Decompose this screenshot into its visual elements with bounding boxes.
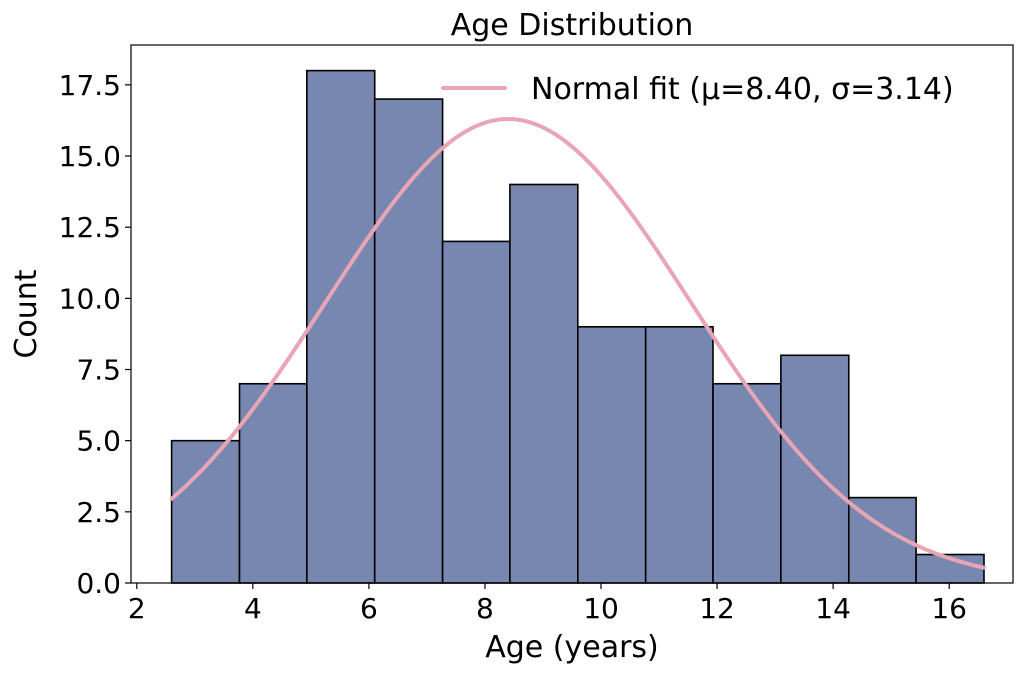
histogram-bars	[170, 69, 985, 584]
histogram-bar	[644, 326, 714, 584]
y-tick-label: 2.5	[76, 496, 121, 529]
x-tick-label: 10	[583, 592, 619, 625]
x-tick-label: 4	[244, 592, 262, 625]
x-tick-label: 14	[815, 592, 851, 625]
legend: Normal fit (μ=8.40, σ=3.14)	[441, 72, 954, 107]
chart-title: Age Distribution	[451, 8, 694, 43]
x-axis-label: Age (years)	[485, 630, 659, 665]
x-axis-ticks: 2 4 6 8 10 12 14 16	[128, 583, 967, 625]
histogram-bar	[170, 439, 241, 584]
y-tick-label: 15.0	[59, 140, 121, 173]
y-tick-label: 5.0	[76, 425, 121, 458]
x-tick-label: 2	[128, 592, 146, 625]
legend-fit-label: Normal fit (μ=8.40, σ=3.14)	[531, 72, 954, 107]
histogram-bar	[576, 326, 647, 584]
plot-area-frame	[130, 44, 1014, 584]
y-axis-ticks: 0.0 2.5 5.0 7.5 10.0 12.5 15.0 17.5	[59, 69, 131, 600]
x-tick-label: 6	[360, 592, 378, 625]
x-tick-label: 16	[931, 592, 967, 625]
histogram-bar	[441, 240, 511, 584]
x-tick-label: 8	[476, 592, 494, 625]
y-tick-label: 10.0	[59, 282, 121, 315]
histogram-bar	[712, 382, 782, 584]
normal-fit-curve	[169, 117, 986, 570]
y-tick-label: 17.5	[59, 69, 121, 102]
y-tick-label: 7.5	[76, 354, 121, 387]
histogram-bar	[238, 382, 308, 584]
y-tick-label: 12.5	[59, 211, 121, 244]
histogram-bar	[509, 183, 579, 584]
histogram-bar	[306, 69, 376, 584]
x-tick-label: 12	[699, 592, 735, 625]
histogram-bar	[373, 98, 444, 584]
y-axis-label: Count	[9, 269, 44, 358]
y-tick-label: 0.0	[76, 567, 121, 600]
